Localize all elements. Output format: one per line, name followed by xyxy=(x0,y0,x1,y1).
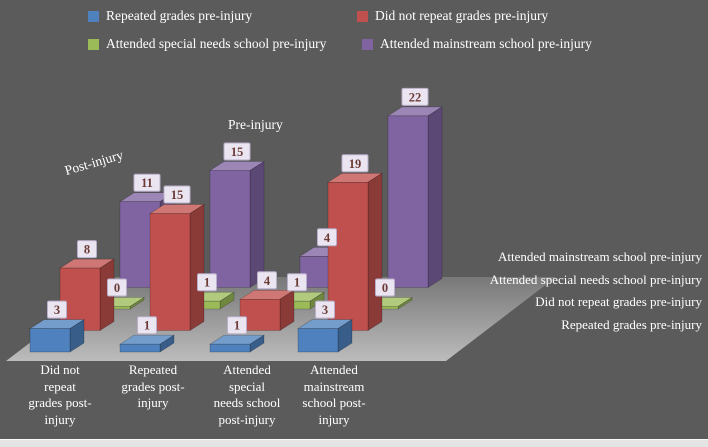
bar-front-face xyxy=(209,170,251,288)
bar-value-label: 11 xyxy=(141,176,153,190)
category-axis-label: Did not repeat grades post-injury xyxy=(28,362,92,427)
bar-value-label-box xyxy=(163,185,191,204)
bar-value-label-box xyxy=(287,273,307,292)
legend-label: Attended special needs school pre-injury xyxy=(106,36,327,51)
bar-value-label-box xyxy=(137,316,157,335)
legend-swatch-icon xyxy=(357,10,368,22)
legend-label: Attended mainstream school pre-injury xyxy=(380,36,592,51)
bar-value-label-box xyxy=(341,154,369,173)
series-axis-title: Pre-injury xyxy=(228,117,283,132)
bar-side-face xyxy=(189,203,205,332)
bar-side-face xyxy=(367,172,383,332)
bar-series1-cat2 xyxy=(238,289,296,332)
bar-series3-cat3 xyxy=(386,106,444,289)
page-edge xyxy=(0,439,708,447)
depth-axis-label: Did not repeat grades pre-injury xyxy=(535,294,702,309)
bar-value-label-box xyxy=(107,278,127,297)
bar-front-face xyxy=(209,343,251,353)
bar-value-label: 1 xyxy=(234,319,240,333)
bar-value-label-box xyxy=(401,87,429,106)
bar-series1-cat1 xyxy=(148,203,206,332)
bar-value-label-box xyxy=(317,228,337,247)
depth-axis-label: Attended special needs school pre-injury xyxy=(489,272,702,287)
legend-label: Repeated grades pre-injury xyxy=(106,8,253,23)
depth-axis-label: Attended mainstream school pre-injury xyxy=(498,249,702,264)
bar-front-face xyxy=(297,328,339,353)
bar-side-face xyxy=(427,106,443,289)
bar-value-label-box xyxy=(375,278,395,297)
bar-value-label-box xyxy=(257,271,277,290)
bar-front-face xyxy=(29,328,71,353)
bar-value-label-box xyxy=(47,300,67,319)
bar-value-label: 3 xyxy=(322,303,328,317)
category-axis-label: Attended mainstream school post-injury xyxy=(302,362,366,427)
bar-series0-cat0 xyxy=(28,319,86,353)
bar-series3-cat1 xyxy=(208,160,266,289)
bar-side-face xyxy=(249,160,265,289)
bar-value-label: 15 xyxy=(171,188,184,202)
bar-front-face xyxy=(387,115,429,288)
legend-item: Repeated grades pre-injury xyxy=(88,8,252,24)
bar-value-label: 0 xyxy=(114,281,120,295)
bar-value-label-box xyxy=(197,273,217,292)
legend-item: Did not repeat grades pre-injury xyxy=(357,8,548,24)
bar-value-label-box xyxy=(133,173,161,192)
bar-series0-cat1 xyxy=(118,334,176,353)
bar-value-label: 8 xyxy=(84,243,90,257)
bar-series0-cat2 xyxy=(208,334,266,353)
bar-value-label: 4 xyxy=(324,231,331,245)
bar-value-label: 15 xyxy=(231,145,244,159)
bar-value-label: 1 xyxy=(144,319,150,333)
legend-swatch-icon xyxy=(362,38,373,50)
legend-item: Attended special needs school pre-injury xyxy=(88,36,326,52)
bar-value-label: 1 xyxy=(294,276,300,290)
bar-value-label-box xyxy=(227,316,247,335)
bar-value-label: 0 xyxy=(382,281,388,295)
depth-axis-label: Repeated grades pre-injury xyxy=(561,317,702,332)
legend-item: Attended mainstream school pre-injury xyxy=(362,36,592,52)
bar-value-label-box xyxy=(223,142,251,161)
category-axis-label: Repeated grades post-injury xyxy=(121,362,185,410)
bar-series0-cat3 xyxy=(296,319,354,353)
bar-series1-cat3 xyxy=(326,172,384,332)
legend-swatch-icon xyxy=(88,10,99,22)
bar-value-label: 19 xyxy=(349,157,362,171)
bar-value-label: 22 xyxy=(409,90,422,104)
bar-front-face xyxy=(119,343,161,353)
bar-value-label: 4 xyxy=(264,274,271,288)
legend-label: Did not repeat grades pre-injury xyxy=(375,8,549,23)
bar-value-label-box xyxy=(315,300,335,319)
bar-value-label: 3 xyxy=(54,303,60,317)
bar-value-label: 1 xyxy=(204,276,210,290)
bar-front-face xyxy=(149,213,191,331)
category-axis-label: Attended special needs school post-injury xyxy=(213,362,281,427)
legend-swatch-icon xyxy=(88,38,99,50)
bar-value-label-box xyxy=(77,240,97,259)
